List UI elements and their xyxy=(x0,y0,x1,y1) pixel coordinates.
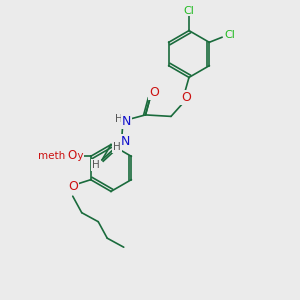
Text: H: H xyxy=(115,114,122,124)
Text: Cl: Cl xyxy=(184,5,194,16)
Text: O: O xyxy=(67,149,76,162)
Text: N: N xyxy=(122,115,131,128)
Text: O: O xyxy=(68,180,78,193)
Text: O: O xyxy=(181,91,191,104)
Text: N: N xyxy=(120,135,130,148)
Text: H: H xyxy=(92,160,99,170)
Text: H: H xyxy=(113,142,121,152)
Text: methoxy: methoxy xyxy=(38,151,83,161)
Text: Cl: Cl xyxy=(224,30,235,40)
Text: O: O xyxy=(149,86,159,99)
